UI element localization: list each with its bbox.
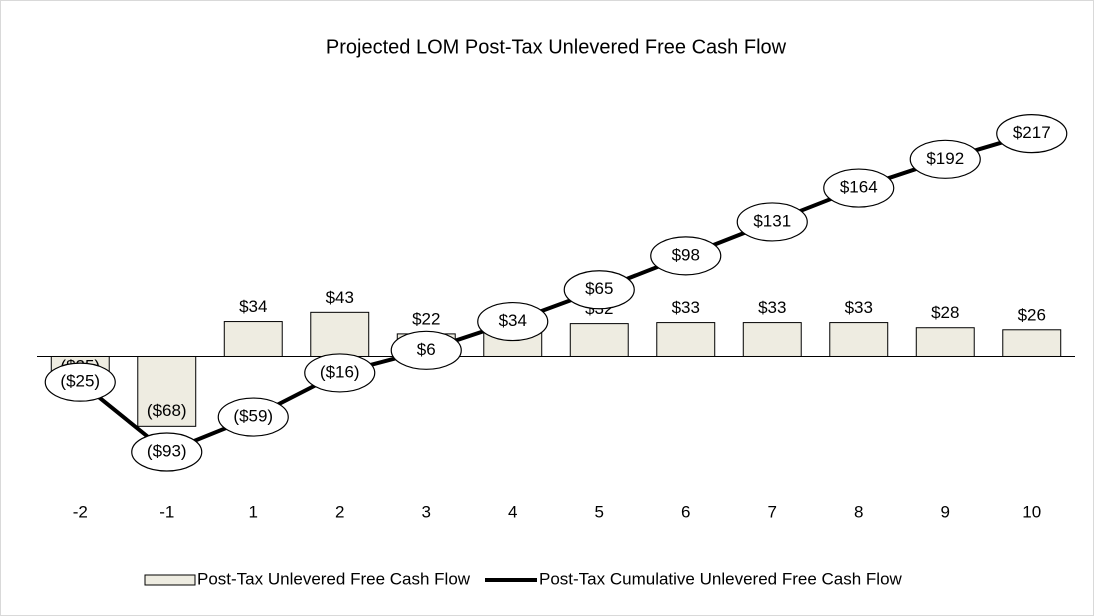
bar bbox=[310, 311, 370, 357]
legend-swatch bbox=[144, 574, 196, 586]
line-label-bubble bbox=[217, 397, 289, 437]
x-tick-label: -2 bbox=[73, 502, 88, 521]
x-tick-label: 10 bbox=[1022, 502, 1041, 521]
line-label-bubble bbox=[996, 114, 1068, 154]
line-label-bubble bbox=[563, 270, 635, 310]
line-value-label: $217 bbox=[1013, 123, 1051, 142]
bar-value-label: $33 bbox=[672, 298, 700, 317]
line-label-bubble bbox=[650, 236, 722, 276]
bar bbox=[742, 322, 802, 357]
x-tick-label: 8 bbox=[854, 502, 863, 521]
bar bbox=[223, 321, 283, 357]
line-value-label: $34 bbox=[499, 311, 527, 330]
line-label-bubble bbox=[909, 139, 981, 179]
line-value-label: $6 bbox=[417, 340, 436, 359]
bar-value-label: $26 bbox=[1018, 305, 1046, 324]
legend-label: Post-Tax Cumulative Unlevered Free Cash … bbox=[539, 569, 903, 588]
bar-value-label: $34 bbox=[239, 297, 267, 316]
bar-value-label: ($68) bbox=[147, 401, 187, 420]
line-value-label: $65 bbox=[585, 279, 613, 298]
line-label-bubble bbox=[477, 301, 549, 342]
bar-value-label: $28 bbox=[931, 303, 959, 322]
bar bbox=[656, 322, 716, 357]
x-tick-label: 7 bbox=[768, 502, 777, 521]
line-label-bubble bbox=[44, 362, 116, 402]
line-value-label: ($16) bbox=[320, 362, 360, 381]
x-tick-label: 6 bbox=[681, 502, 690, 521]
line-value-label: ($25) bbox=[60, 372, 100, 391]
line-value-label: $131 bbox=[753, 211, 791, 230]
chart-title: Projected LOM Post-Tax Unlevered Free Ca… bbox=[326, 36, 787, 58]
line-label-bubble bbox=[304, 353, 376, 393]
line-label-bubble bbox=[390, 330, 462, 370]
line-value-label: ($59) bbox=[233, 407, 273, 426]
bar-value-label: $33 bbox=[845, 298, 873, 317]
x-tick-label: 3 bbox=[422, 502, 431, 521]
bar bbox=[829, 322, 889, 357]
x-tick-label: 4 bbox=[508, 502, 517, 521]
bar-value-label: $43 bbox=[326, 288, 354, 307]
x-tick-label: 1 bbox=[249, 502, 258, 521]
line-value-label: $192 bbox=[926, 149, 964, 168]
x-tick-label: 9 bbox=[941, 502, 950, 521]
bar-value-label: $33 bbox=[758, 298, 786, 317]
bar-value-label: $22 bbox=[412, 309, 440, 328]
x-tick-label: -1 bbox=[159, 502, 174, 521]
line-value-label: $164 bbox=[840, 178, 878, 197]
x-tick-label: 2 bbox=[335, 502, 344, 521]
x-tick-label: 5 bbox=[595, 502, 604, 521]
bar bbox=[1002, 329, 1062, 357]
line-label-bubble bbox=[736, 202, 808, 242]
line-label-bubble bbox=[131, 432, 203, 472]
bar bbox=[915, 327, 975, 357]
line-value-label: ($93) bbox=[147, 441, 187, 460]
line-label-bubble bbox=[823, 168, 895, 208]
bar bbox=[569, 323, 629, 357]
legend-label: Post-Tax Unlevered Free Cash Flow bbox=[197, 569, 471, 588]
line-value-label: $98 bbox=[672, 245, 700, 264]
